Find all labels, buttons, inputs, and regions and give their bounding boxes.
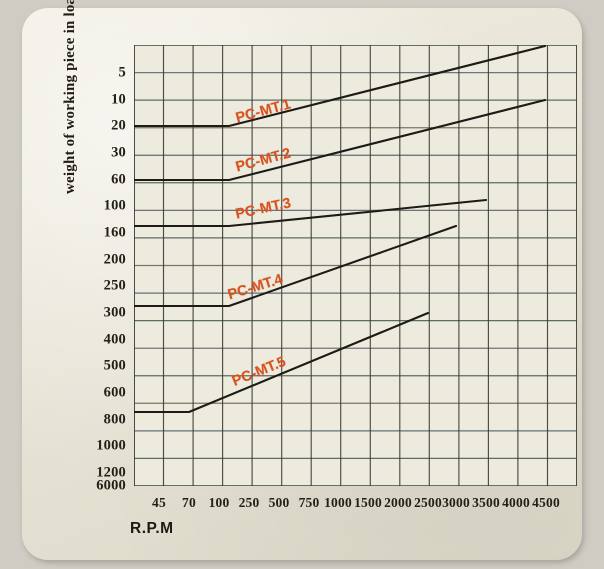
- y-tick-label: 1000: [96, 437, 126, 454]
- y-tick-label: 600: [103, 384, 126, 401]
- x-tick-label: 4500: [532, 495, 560, 510]
- series-line-pc-mt-3: [134, 198, 488, 228]
- x-tick-label: 2000: [384, 495, 412, 510]
- x-tick-label: 3000: [442, 495, 470, 510]
- y-tick-label: 250: [103, 277, 126, 294]
- x-axis-title: R.P.M: [130, 520, 174, 537]
- x-tick-label: 100: [208, 495, 230, 510]
- x-tick-label: 500: [268, 495, 290, 510]
- y-tick-label: 300: [103, 304, 126, 321]
- plot-area: [134, 45, 577, 486]
- y-tick-label: 160: [103, 224, 126, 241]
- y-tick-label: 200: [103, 251, 126, 268]
- y-tick-label: 5: [118, 64, 126, 81]
- series-line-pc-mt-2: [134, 98, 547, 182]
- y-axis-tick-labels: 5 10 20 30 60 100 160 200 250 300 400 500 600 800 1000…: [22, 8, 126, 560]
- y-tick-label: 10: [111, 91, 126, 108]
- plot-svg: [134, 45, 577, 486]
- x-tick-label: 2500: [414, 495, 442, 510]
- x-axis-tick-labels: 45 70 100 250 500 750 1000 1500 2000 2500 3000 3500…: [22, 495, 604, 519]
- series-line-pc-mt-5: [134, 311, 430, 414]
- x-tick-label: 1500: [354, 495, 382, 510]
- chart-card: weight of working piece in load/kgs 5 10 2…: [22, 0, 582, 560]
- series-line-pc-mt-1: [134, 45, 547, 128]
- grid-horizontal: [134, 45, 577, 486]
- y-tick-label: 1200: [96, 464, 126, 481]
- x-tick-label: 250: [238, 495, 260, 510]
- y-tick-label: 20: [111, 117, 126, 134]
- axis-ticks: [134, 73, 546, 486]
- x-tick-label: 4000: [502, 495, 530, 510]
- y-tick-label: 500: [103, 357, 126, 374]
- x-tick-label: 70: [182, 495, 196, 510]
- series-line-pc-mt-4: [134, 224, 458, 308]
- y-tick-label: 100: [103, 197, 126, 214]
- x-tick-label: 750: [298, 495, 320, 510]
- x-tick-label: 3500: [472, 495, 500, 510]
- y-tick-label: 800: [103, 411, 126, 428]
- y-tick-label: 30: [111, 144, 126, 161]
- series-lines: [134, 45, 547, 414]
- x-tick-label: 45: [152, 495, 166, 510]
- y-tick-label: 6000: [96, 477, 126, 494]
- y-tick-label: 400: [103, 331, 126, 348]
- y-tick-label: 60: [111, 171, 126, 188]
- grid-vertical: [134, 45, 577, 486]
- x-tick-label: 1000: [324, 495, 352, 510]
